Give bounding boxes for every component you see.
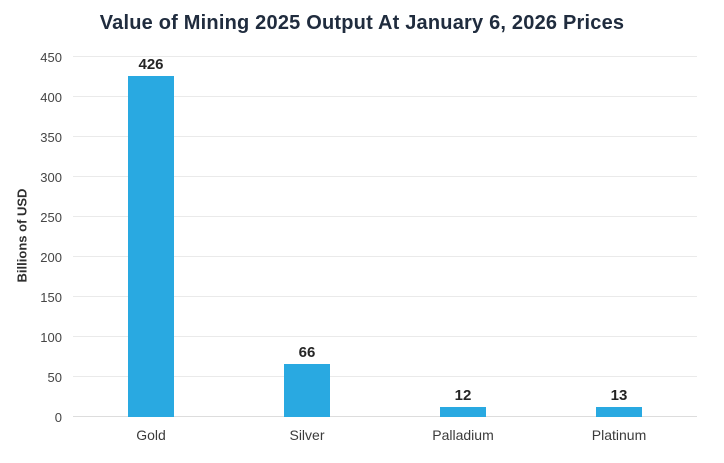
bar-palladium (440, 407, 486, 417)
category-band-palladium: 12 (385, 57, 541, 417)
gridline-350 (73, 136, 697, 137)
x-label-silver: Silver (289, 427, 325, 443)
x-label-gold: Gold (136, 427, 166, 443)
value-label-silver: 66 (298, 344, 316, 362)
y-tick-label-50: 50 (47, 370, 62, 385)
y-tick-label-350: 350 (40, 130, 62, 145)
y-tick-label-0: 0 (54, 410, 62, 425)
y-tick-label-400: 400 (40, 90, 62, 105)
category-band-platinum: 13 (541, 57, 697, 417)
gridline-150 (73, 296, 697, 297)
plot-area: 426 66 12 13 (73, 56, 697, 417)
gridline-300 (73, 176, 697, 177)
value-label-palladium: 12 (454, 387, 472, 405)
y-tick-label-450: 450 (40, 50, 62, 65)
gridline-250 (73, 216, 697, 217)
gridline-50 (73, 376, 697, 377)
x-label-palladium: Palladium (432, 427, 494, 443)
category-band-gold: 426 (73, 56, 229, 417)
gridline-100 (73, 336, 697, 337)
gridline-0 (73, 416, 697, 417)
y-tick-label-150: 150 (40, 290, 62, 305)
y-tick-label-250: 250 (40, 210, 62, 225)
gridline-450 (73, 56, 697, 57)
gridline-200 (73, 256, 697, 257)
x-label-platinum: Platinum (591, 427, 647, 443)
y-tick-label-200: 200 (40, 250, 62, 265)
bar-gold (128, 76, 174, 417)
y-tick-label-300: 300 (40, 170, 62, 185)
value-label-platinum: 13 (610, 386, 628, 404)
y-tick-label-100: 100 (40, 330, 62, 345)
value-label-gold: 426 (138, 56, 164, 74)
chart-title: Value of Mining 2025 Output At January 6… (99, 12, 625, 34)
gridline-400 (73, 96, 697, 97)
bar-platinum (596, 406, 642, 417)
bar-silver (284, 364, 330, 417)
category-band-silver: 66 (229, 57, 385, 417)
